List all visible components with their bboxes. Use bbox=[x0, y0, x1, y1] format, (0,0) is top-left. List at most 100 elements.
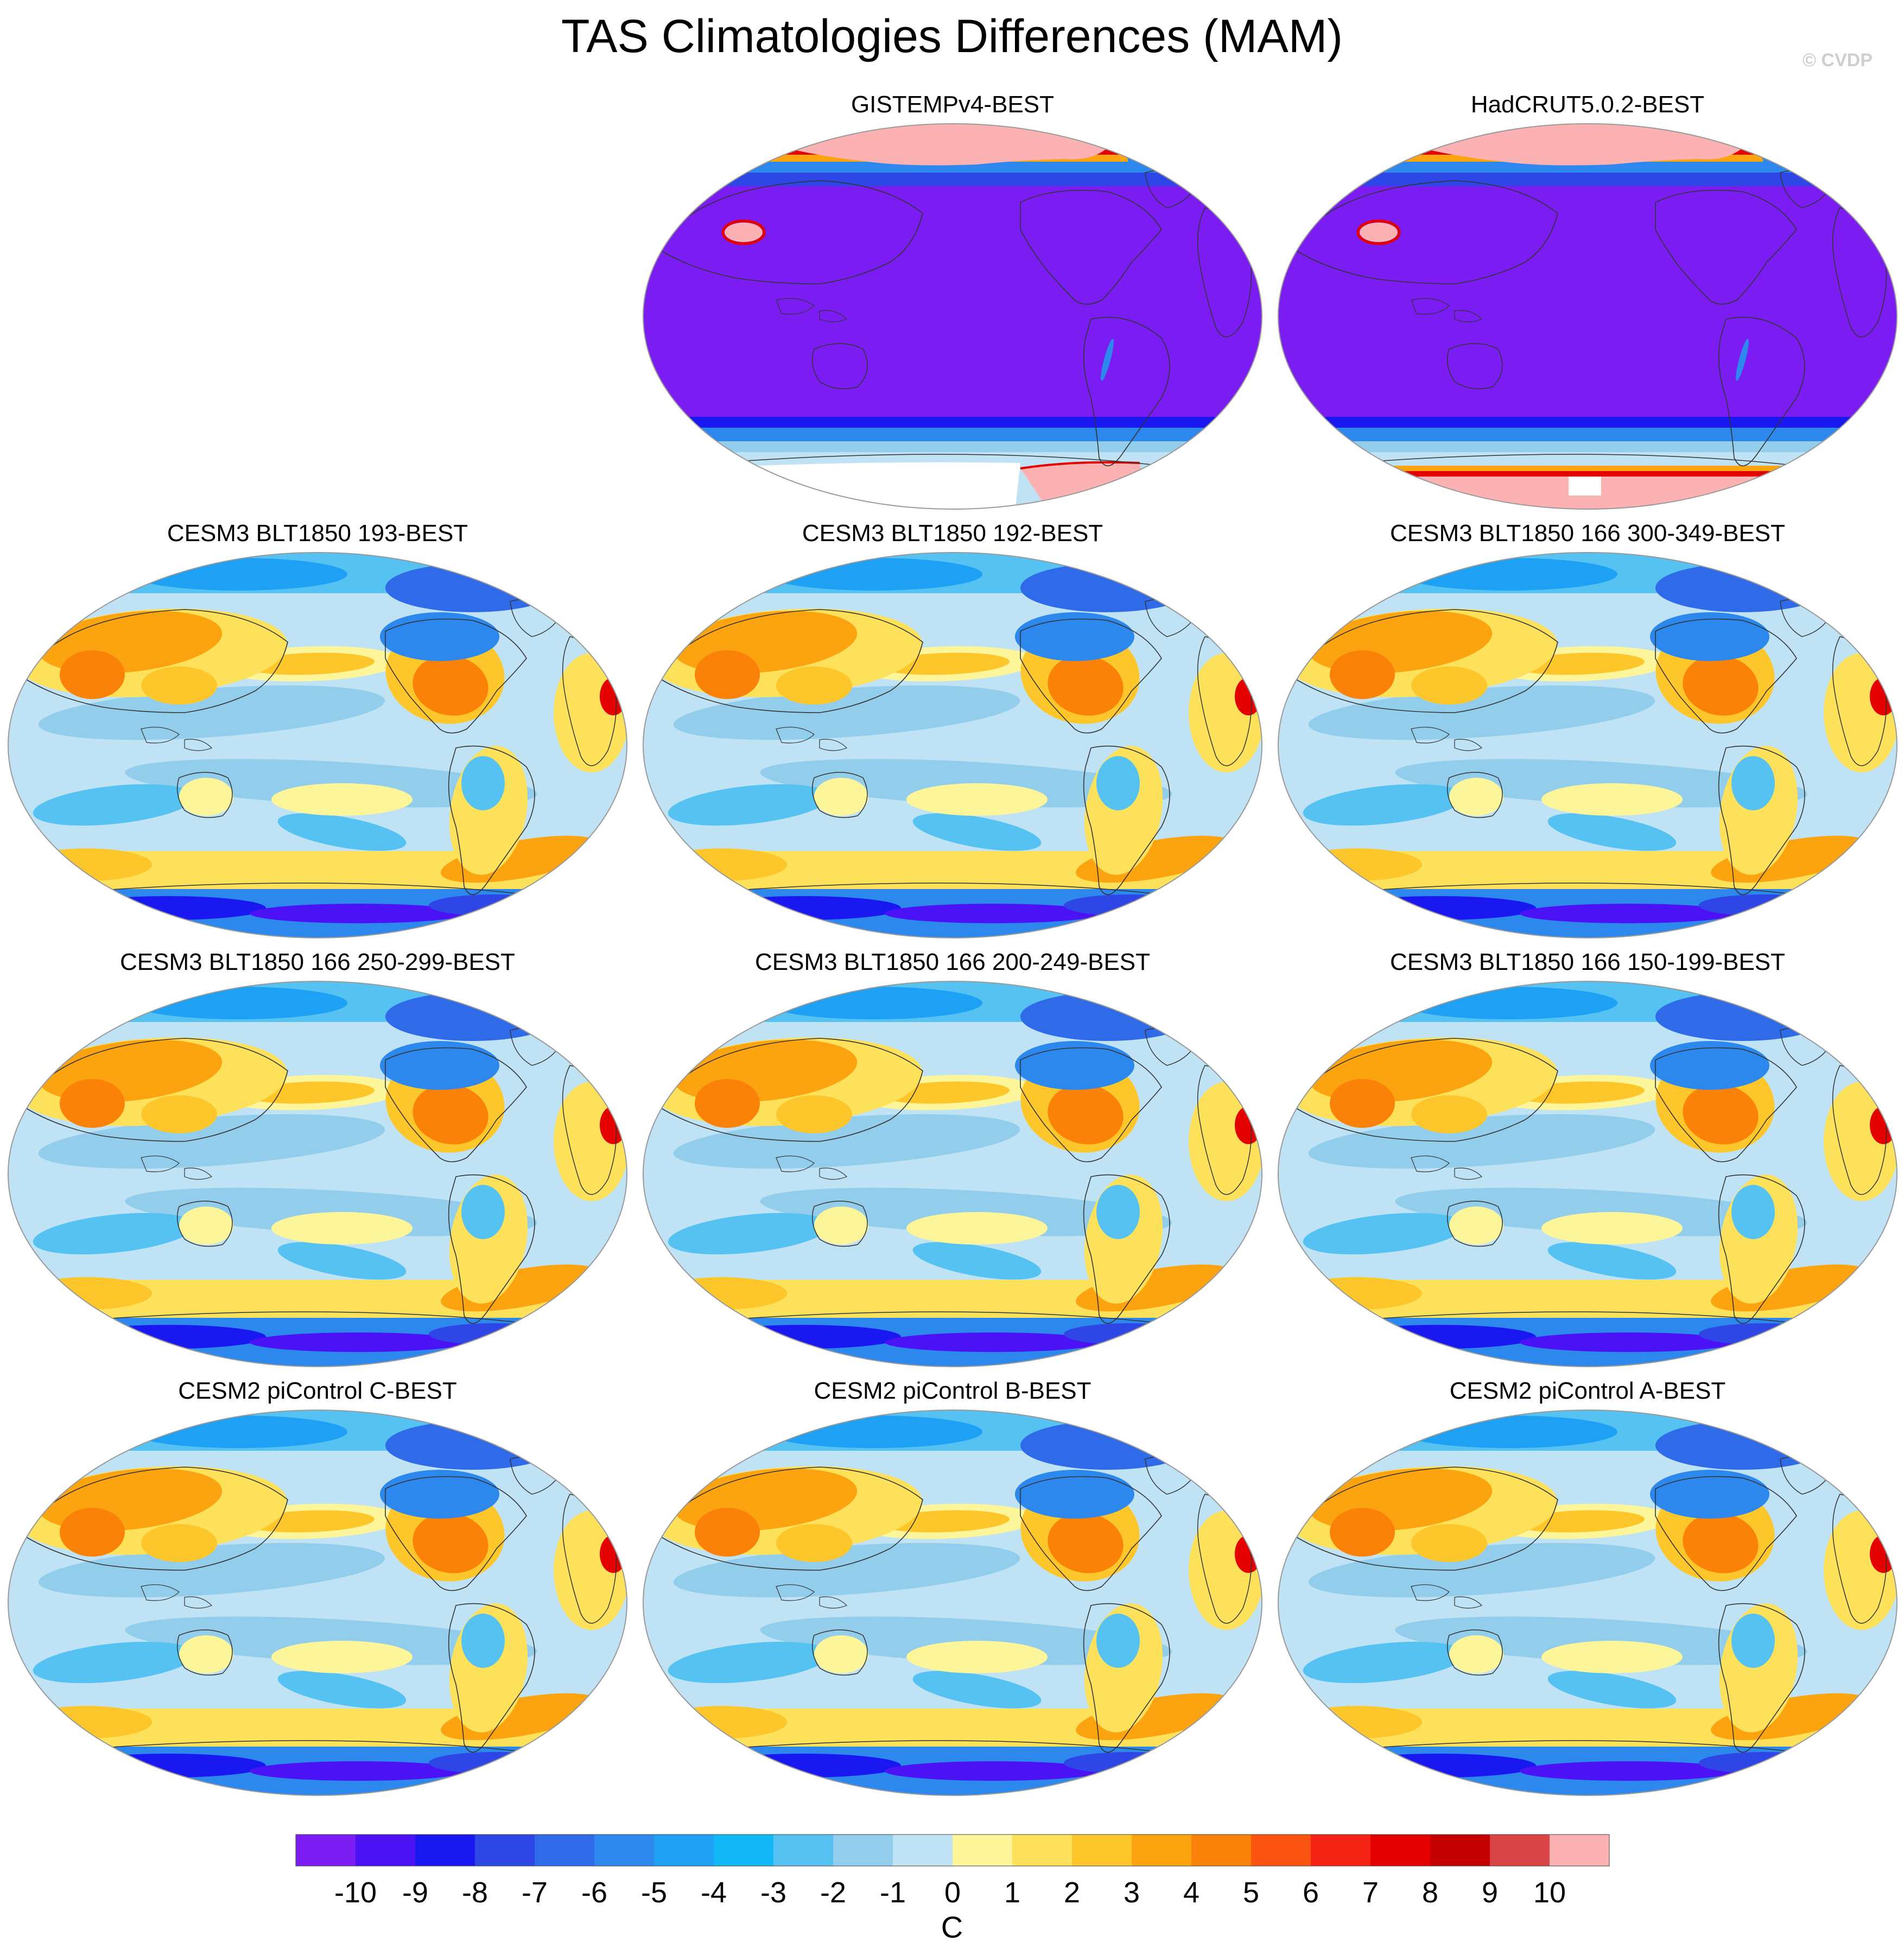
cold-core bbox=[1020, 992, 1194, 1041]
panel-title: CESM3 BLT1850 166 150-199-BEST bbox=[1389, 949, 1786, 975]
colorbar-tick-label: 10 bbox=[1533, 1876, 1566, 1909]
cold-core bbox=[429, 1323, 559, 1345]
coastline-asia bbox=[1297, 1467, 1558, 1571]
coastline-south-america bbox=[1083, 1174, 1170, 1324]
coastline-indonesia bbox=[141, 727, 180, 744]
hot-spot bbox=[600, 677, 627, 715]
coastline-south-america bbox=[1718, 1603, 1805, 1753]
warm-land bbox=[1330, 1079, 1395, 1128]
colorbar-box bbox=[1251, 1835, 1311, 1866]
colorbar-tick-label: -6 bbox=[581, 1876, 607, 1909]
map-panel: GISTEMPv4-BEST bbox=[635, 90, 1270, 518]
cool-band bbox=[1303, 784, 1465, 826]
cold-core bbox=[1341, 1754, 1536, 1778]
warm-land bbox=[1449, 1207, 1503, 1245]
coastline-australia bbox=[811, 772, 868, 818]
coastline-antarctica bbox=[81, 1311, 549, 1326]
coastline-south-america bbox=[1083, 316, 1170, 467]
coastline-australia bbox=[1446, 343, 1503, 390]
cold-core bbox=[1520, 1332, 1737, 1352]
cool-band bbox=[38, 1543, 385, 1598]
cold-land bbox=[1731, 1185, 1775, 1239]
no-data-patch bbox=[1569, 477, 1601, 496]
warm-land bbox=[1449, 1635, 1503, 1673]
cold-core bbox=[1341, 896, 1536, 920]
colorbar-box bbox=[1012, 1835, 1072, 1866]
coastline-antarctica bbox=[1351, 1311, 1819, 1326]
coastline-new-guinea bbox=[1454, 739, 1483, 751]
colorbar-tick-label: -2 bbox=[820, 1876, 846, 1909]
colorbar-tick-label: -7 bbox=[522, 1876, 548, 1909]
warm-band bbox=[657, 1277, 787, 1310]
warm-land bbox=[695, 1079, 760, 1128]
coastline-indonesia bbox=[1411, 298, 1450, 315]
panel-title: CESM3 BLT1850 166 200-249-BEST bbox=[754, 949, 1151, 975]
panel-title: CESM3 BLT1850 192-BEST bbox=[802, 520, 1103, 547]
warm-band bbox=[906, 783, 1048, 816]
map-border bbox=[1278, 1410, 1897, 1796]
map-panel: CESM2 piControl C-BEST bbox=[0, 1376, 635, 1805]
coastline-indonesia bbox=[141, 1584, 180, 1601]
colorbar-box bbox=[1311, 1835, 1371, 1866]
robinson-map bbox=[1278, 552, 1897, 938]
warm-land bbox=[141, 1095, 217, 1133]
warm-land bbox=[412, 1513, 488, 1573]
panel-title: CESM2 piControl B-BEST bbox=[814, 1378, 1091, 1404]
coastline-new-guinea bbox=[1454, 1596, 1483, 1609]
colorbar-box bbox=[535, 1835, 595, 1866]
cold-core bbox=[765, 987, 982, 1019]
colorbar-tick-label: -9 bbox=[402, 1876, 428, 1909]
colorbar-tick-label: 5 bbox=[1243, 1876, 1259, 1909]
robinson-map bbox=[643, 1410, 1262, 1796]
coastline-north-america bbox=[1020, 189, 1162, 305]
cold-land bbox=[1015, 1041, 1134, 1090]
cold-land bbox=[1650, 612, 1769, 661]
coastline-indonesia bbox=[141, 1156, 180, 1172]
antarctic-pink-edge bbox=[1020, 461, 1140, 469]
warm-land bbox=[1683, 1084, 1759, 1145]
panel-title: GISTEMPv4-BEST bbox=[851, 91, 1055, 118]
cool-band bbox=[1308, 685, 1655, 740]
warm-band bbox=[657, 848, 787, 881]
anomaly-spot bbox=[725, 223, 763, 242]
robinson-map bbox=[8, 981, 627, 1367]
coastline-indonesia bbox=[1411, 1156, 1450, 1172]
coastline-new-guinea bbox=[819, 739, 848, 751]
colorbar-tick-label: 6 bbox=[1303, 1876, 1319, 1909]
map-border bbox=[643, 552, 1262, 938]
coastline-south-america bbox=[1083, 745, 1170, 896]
cold-core bbox=[1699, 1752, 1829, 1774]
warm-land bbox=[776, 1524, 852, 1562]
cold-core bbox=[706, 896, 901, 920]
cold-land bbox=[1650, 1470, 1769, 1519]
cold-core bbox=[385, 563, 559, 612]
cold-core bbox=[71, 896, 266, 920]
cold-core bbox=[1520, 904, 1737, 923]
anomaly-streak bbox=[1736, 339, 1749, 381]
antarctic-pink-region bbox=[1020, 462, 1145, 501]
cold-core bbox=[706, 1325, 901, 1349]
map-panel: CESM2 piControl A-BEST bbox=[1270, 1376, 1904, 1805]
cold-core bbox=[1020, 1421, 1194, 1470]
hot-spot bbox=[1870, 677, 1897, 715]
cold-core bbox=[1699, 894, 1829, 916]
map-panel: CESM3 BLT1850 193-BEST bbox=[0, 518, 635, 947]
coastline-indonesia bbox=[776, 727, 815, 744]
cold-land bbox=[380, 1470, 499, 1519]
anomaly-spot bbox=[1360, 223, 1398, 242]
cold-land bbox=[1015, 1470, 1134, 1519]
colorbar-box bbox=[296, 1835, 356, 1866]
coastline-asia bbox=[27, 1038, 288, 1142]
hot-spot bbox=[600, 1535, 627, 1573]
coastline-north-america bbox=[1020, 1476, 1162, 1591]
warm-land bbox=[1330, 1508, 1395, 1557]
coastline-australia bbox=[811, 343, 868, 390]
colorbar-tick-label: -8 bbox=[462, 1876, 488, 1909]
colorbar-box bbox=[594, 1835, 655, 1866]
map-panel: CESM3 BLT1850 166 200-249-BEST bbox=[635, 947, 1270, 1376]
warm-land bbox=[1683, 655, 1759, 716]
coastline-asia bbox=[27, 609, 288, 713]
coastline-south-america bbox=[1718, 1174, 1805, 1324]
panel-title: CESM3 BLT1850 193-BEST bbox=[167, 520, 468, 547]
coastline-asia bbox=[1297, 1038, 1558, 1142]
